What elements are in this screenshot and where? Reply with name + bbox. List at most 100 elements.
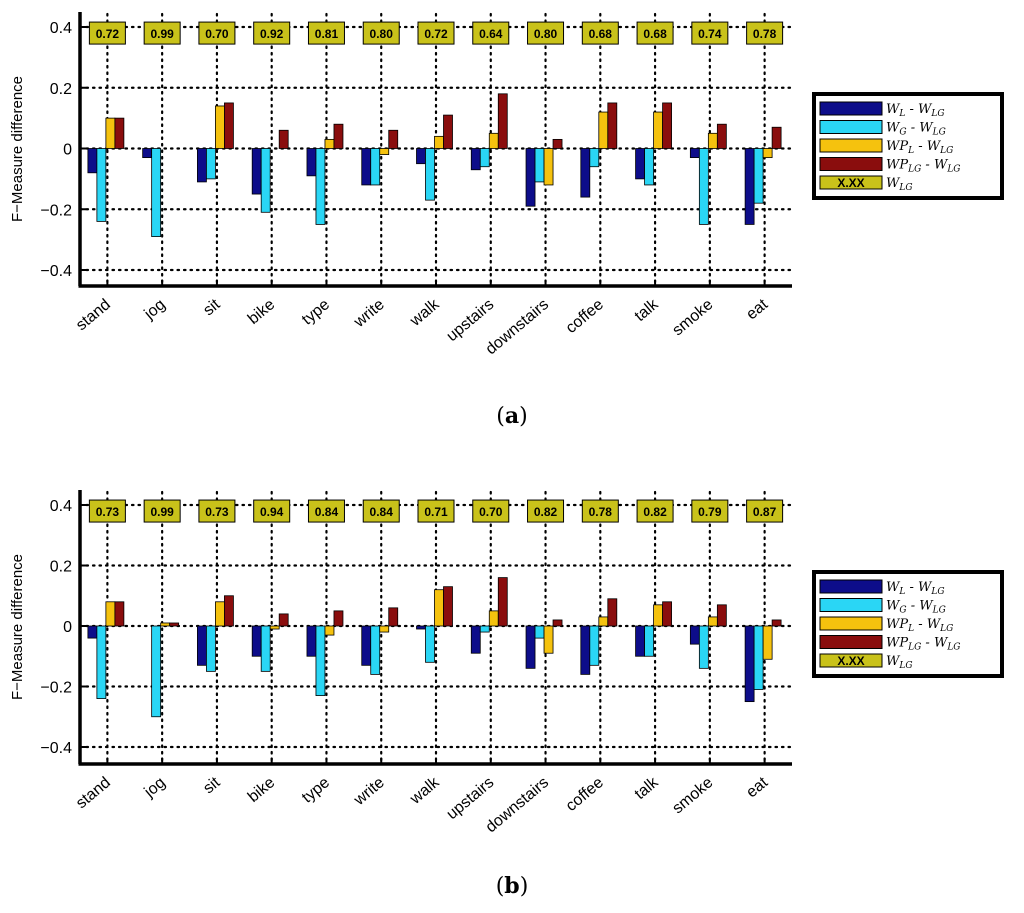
bar-walk-series3: [434, 135, 444, 149]
bar-write-series2: [370, 148, 381, 186]
y-axis-label: F−Measure difference: [9, 554, 26, 700]
bar-downstairs-series2: [534, 148, 545, 183]
category-label: jog: [141, 774, 169, 801]
y-tick-label: 0.2: [50, 559, 72, 576]
wlg-value-talk: 0.68: [643, 27, 667, 41]
bar-walk-series4: [443, 114, 453, 149]
bar-write-series2: [370, 625, 381, 675]
category-label: sit: [200, 296, 224, 320]
bar-smoke-series4: [716, 604, 727, 627]
bar-jog-series2: [151, 625, 162, 718]
bar-write-series4: [388, 607, 399, 627]
category-label: sit: [200, 774, 224, 798]
bar-bike-series3: [269, 625, 280, 630]
bar-coffee-series1: [580, 148, 591, 198]
bar-write-series1: [361, 625, 372, 666]
bar-type-series1: [306, 625, 317, 657]
wlg-value-smoke: 0.79: [698, 505, 722, 519]
y-tick-label: −0.4: [40, 263, 72, 280]
category-label: stand: [73, 774, 114, 812]
legend-label: WPL - WLG: [886, 139, 953, 156]
legend-swatch: [819, 157, 883, 171]
bar-type-series2: [315, 148, 326, 225]
bar-downstairs-series2: [534, 625, 545, 639]
wlg-box-eat: [746, 499, 784, 523]
bar-sit-series4: [224, 102, 234, 149]
wlg-value-eat: 0.87: [753, 505, 777, 519]
bar-bike-series4: [278, 613, 289, 627]
wlg-box-upstairs: [472, 499, 510, 523]
wlg-value-walk: 0.72: [424, 27, 448, 41]
bar-bike-series2: [260, 148, 271, 213]
bar-talk-series1: [635, 625, 645, 657]
legend-swatch: [819, 616, 883, 631]
wlg-box-eat: [746, 21, 784, 45]
wlg-box-write: [362, 21, 400, 45]
category-label: coffee: [563, 296, 607, 337]
bar-upstairs-series3: [488, 610, 499, 627]
wlg-box-jog: [143, 21, 181, 45]
bar-downstairs-series1: [525, 625, 536, 669]
bar-talk-series3: [653, 111, 663, 149]
bar-walk-series1: [416, 148, 426, 165]
bar-coffee-series3: [598, 111, 609, 149]
bar-coffee-series1: [580, 625, 591, 675]
category-label: jog: [141, 296, 169, 323]
bar-type-series4: [333, 610, 344, 627]
bar-talk-series4: [662, 601, 672, 627]
bar-downstairs-series3: [543, 148, 554, 186]
category-label: type: [299, 296, 333, 329]
wlg-value-downstairs: 0.82: [534, 505, 558, 519]
bar-walk-series3: [434, 589, 444, 627]
bar-smoke-series3: [707, 616, 718, 627]
bar-walk-series2: [425, 625, 435, 663]
bar-eat-series4: [771, 619, 782, 627]
bar-eat-series1: [744, 148, 755, 225]
bar-stand-series4: [114, 117, 125, 149]
wlg-box-smoke: [691, 499, 729, 523]
wlg-box-downstairs: [527, 21, 565, 45]
wlg-value-type: 0.81: [315, 27, 339, 41]
bar-smoke-series1: [689, 625, 700, 645]
category-label: upstairs: [443, 774, 497, 823]
wlg-box-walk: [417, 21, 455, 45]
wlg-box-sit: [198, 21, 236, 45]
bar-talk-series3: [653, 604, 663, 627]
wlg-value-downstairs: 0.80: [534, 27, 558, 41]
bar-eat-series4: [771, 126, 782, 149]
bar-write-series4: [388, 129, 399, 149]
wlg-box-talk: [636, 499, 674, 523]
bar-stand-series1: [87, 625, 98, 639]
y-tick-label: −0.4: [40, 740, 72, 757]
bar-bike-series2: [260, 625, 271, 672]
legend-swatch: [819, 101, 883, 116]
bar-sit-series2: [206, 625, 216, 672]
wlg-box-walk: [417, 499, 455, 523]
category-label: walk: [406, 295, 443, 330]
wlg-value-jog: 0.99: [150, 505, 174, 519]
bar-sit-series2: [206, 148, 216, 180]
bar-smoke-series2: [698, 625, 709, 669]
bar-eat-series3: [762, 625, 773, 660]
legend-wlg-box-text: X.XX: [837, 654, 864, 668]
bar-write-series1: [361, 148, 372, 186]
bar-talk-series4: [662, 102, 672, 149]
wlg-value-type: 0.84: [315, 505, 339, 519]
category-label: talk: [632, 295, 663, 325]
bar-stand-series1: [87, 148, 98, 174]
bar-jog-series4: [169, 622, 180, 627]
bar-bike-series1: [251, 148, 262, 195]
wlg-box-smoke: [691, 21, 729, 45]
bar-sit-series3: [215, 105, 225, 149]
wlg-value-bike: 0.94: [260, 505, 284, 519]
bar-jog-series3: [160, 622, 171, 627]
bar-stand-series2: [96, 148, 107, 222]
wlg-value-upstairs: 0.64: [479, 27, 503, 41]
wlg-value-jog: 0.99: [150, 27, 174, 41]
wlg-value-sit: 0.73: [205, 505, 229, 519]
legend-swatch: [819, 120, 883, 134]
legend-wlg-swatch: [819, 653, 883, 668]
legend-swatch: [819, 579, 883, 594]
wlg-box-downstairs: [527, 499, 565, 523]
